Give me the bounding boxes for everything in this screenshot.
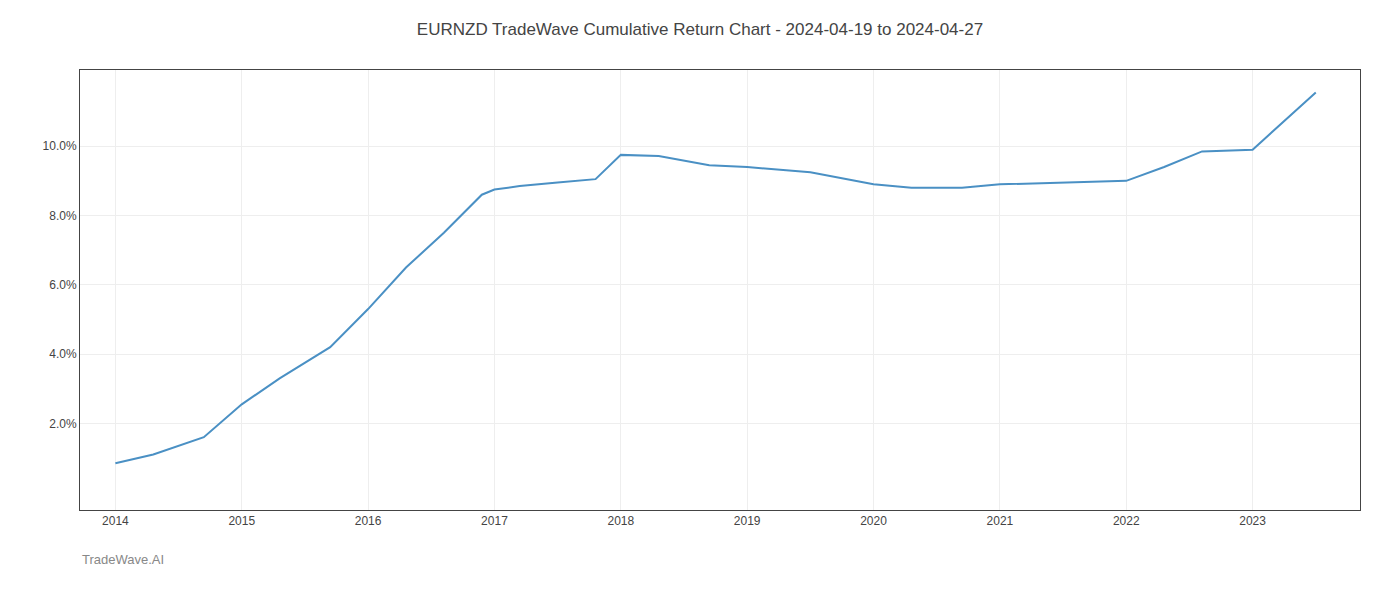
svg-text:2.0%: 2.0% — [49, 417, 77, 431]
svg-text:2017: 2017 — [481, 514, 508, 528]
svg-text:8.0%: 8.0% — [49, 209, 77, 223]
svg-text:2022: 2022 — [1113, 514, 1140, 528]
svg-text:2015: 2015 — [228, 514, 255, 528]
svg-text:10.0%: 10.0% — [43, 139, 77, 153]
svg-text:2018: 2018 — [607, 514, 634, 528]
svg-text:EURNZD TradeWave Cumulative Re: EURNZD TradeWave Cumulative Return Chart… — [417, 20, 983, 39]
svg-text:2021: 2021 — [987, 514, 1014, 528]
svg-text:4.0%: 4.0% — [49, 347, 77, 361]
svg-text:6.0%: 6.0% — [49, 278, 77, 292]
svg-text:2016: 2016 — [355, 514, 382, 528]
svg-text:2023: 2023 — [1239, 514, 1266, 528]
svg-text:2019: 2019 — [734, 514, 761, 528]
svg-text:TradeWave.AI: TradeWave.AI — [82, 552, 164, 567]
svg-text:2014: 2014 — [102, 514, 129, 528]
svg-text:2020: 2020 — [860, 514, 887, 528]
